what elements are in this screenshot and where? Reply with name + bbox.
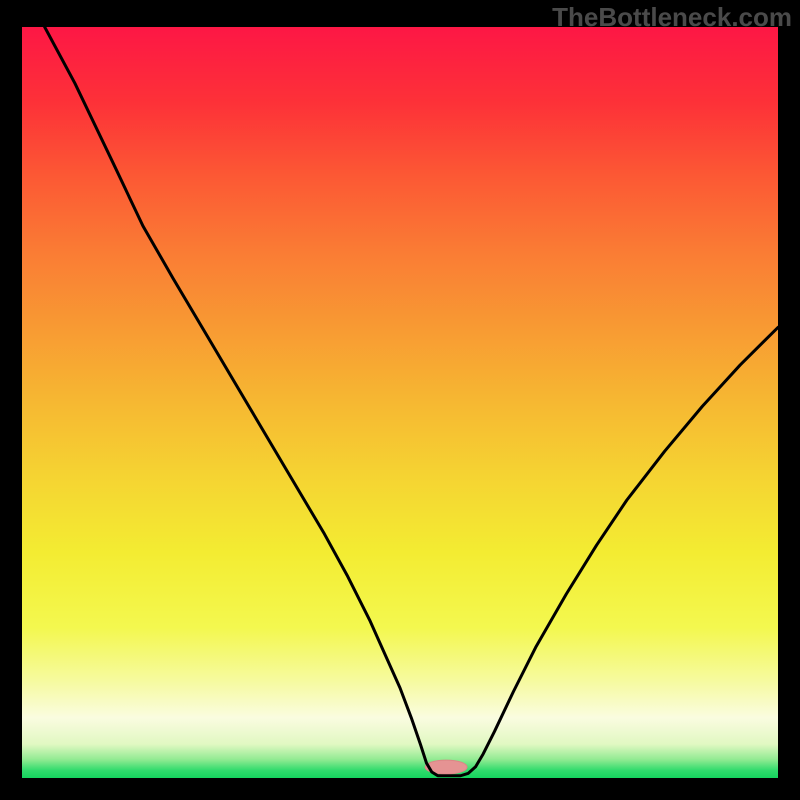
plot-area [22, 27, 778, 778]
watermark-text: TheBottleneck.com [552, 2, 792, 33]
gradient-background [22, 27, 778, 778]
chart-svg [22, 27, 778, 778]
bottleneck-chart: TheBottleneck.com [0, 0, 800, 800]
